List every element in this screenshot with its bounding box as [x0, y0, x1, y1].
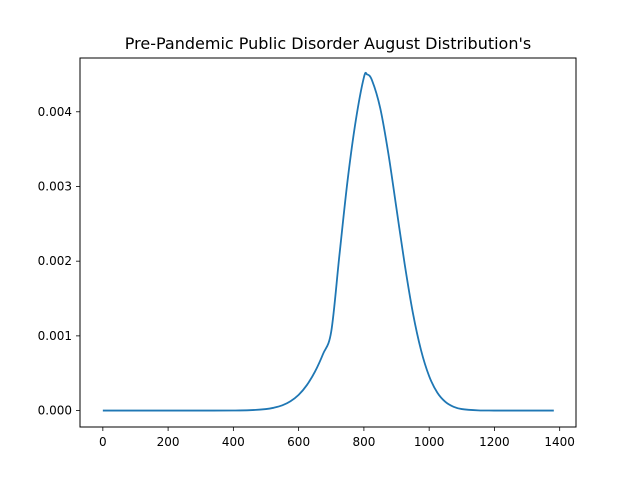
density-line: [102, 71, 554, 412]
x-tick-label: 800: [352, 435, 375, 449]
x-axis: 0 200 400 600 800 1000 1200 1400: [99, 427, 575, 449]
x-tick-label: 1000: [414, 435, 445, 449]
x-tick-label: 600: [287, 435, 310, 449]
x-tick-label: 1400: [544, 435, 575, 449]
y-tick-label: 0.002: [38, 254, 72, 268]
x-tick-label: 400: [222, 435, 245, 449]
x-tick-label: 1200: [479, 435, 510, 449]
y-axis: 0.000 0.001 0.002 0.003 0.004: [38, 105, 80, 418]
y-tick-label: 0.003: [38, 179, 72, 193]
y-tick-label: 0.001: [38, 329, 72, 343]
y-tick-label: 0.004: [38, 105, 72, 119]
chart-title: Pre-Pandemic Public Disorder August Dist…: [125, 34, 531, 53]
x-tick-label: 200: [157, 435, 180, 449]
y-tick-label: 0.000: [38, 404, 72, 418]
x-tick-label: 0: [99, 435, 107, 449]
plot-area: [79, 57, 577, 428]
